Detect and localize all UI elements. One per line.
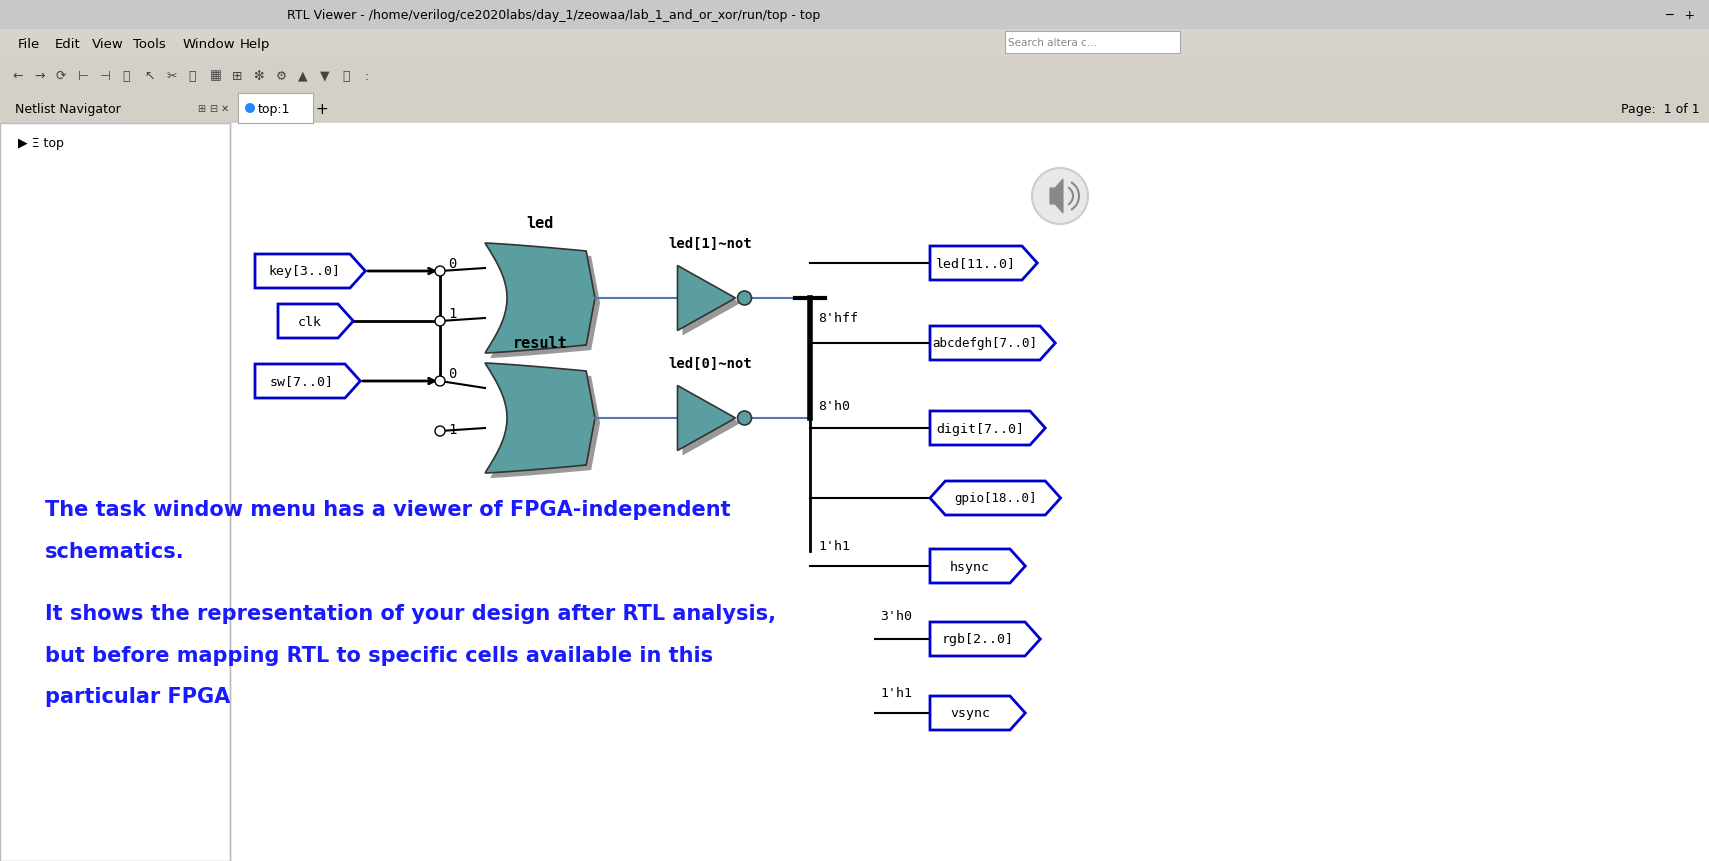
Text: clk: clk — [297, 315, 321, 328]
FancyBboxPatch shape — [0, 94, 1709, 124]
Text: digit[7..0]: digit[7..0] — [937, 422, 1024, 435]
Polygon shape — [255, 255, 366, 288]
FancyBboxPatch shape — [0, 57, 1709, 94]
Text: ▼: ▼ — [320, 70, 330, 83]
Text: 1'h1: 1'h1 — [819, 540, 849, 553]
Text: ▦: ▦ — [210, 70, 222, 83]
Circle shape — [436, 317, 444, 326]
Text: :: : — [364, 70, 367, 83]
Text: ⌖: ⌖ — [121, 70, 130, 83]
Text: ✕: ✕ — [220, 104, 229, 114]
Text: +: + — [316, 102, 328, 116]
Text: It shows the representation of your design after RTL analysis,: It shows the representation of your desi… — [44, 604, 776, 623]
Text: 8'h0: 8'h0 — [819, 400, 849, 413]
Text: ⎋: ⎋ — [342, 70, 350, 83]
FancyBboxPatch shape — [0, 124, 231, 861]
Polygon shape — [677, 386, 735, 451]
Circle shape — [436, 426, 444, 437]
Text: 1'h1: 1'h1 — [880, 687, 913, 700]
Text: gpio[18..0]: gpio[18..0] — [954, 492, 1037, 505]
Text: sw[7..0]: sw[7..0] — [270, 375, 333, 388]
Text: ⊟: ⊟ — [208, 104, 217, 114]
Text: View: View — [92, 38, 123, 51]
Text: led[1]~not: led[1]~not — [668, 237, 752, 251]
Polygon shape — [930, 412, 1046, 445]
Text: The task window menu has a viewer of FPGA-independent: The task window menu has a viewer of FPG… — [44, 499, 731, 519]
Text: ▶ Ξ top: ▶ Ξ top — [19, 138, 63, 151]
Text: result: result — [513, 336, 567, 350]
Text: but before mapping RTL to specific cells available in this: but before mapping RTL to specific cells… — [44, 645, 713, 666]
Text: 0: 0 — [448, 257, 456, 270]
Text: rgb[2..0]: rgb[2..0] — [942, 633, 1013, 646]
Polygon shape — [930, 481, 1061, 516]
Circle shape — [436, 376, 444, 387]
Polygon shape — [255, 364, 361, 399]
Circle shape — [244, 104, 255, 114]
Circle shape — [436, 267, 444, 276]
Text: Edit: Edit — [55, 38, 80, 51]
Text: ❇: ❇ — [255, 70, 265, 83]
Text: ⊞: ⊞ — [232, 70, 243, 83]
Text: ⊣: ⊣ — [101, 70, 111, 83]
Text: ←: ← — [12, 70, 22, 83]
Text: ✋: ✋ — [188, 70, 195, 83]
Circle shape — [738, 292, 752, 306]
FancyBboxPatch shape — [0, 0, 1709, 30]
Polygon shape — [682, 391, 740, 456]
Polygon shape — [682, 271, 740, 336]
Text: Help: Help — [239, 38, 270, 51]
Text: →: → — [34, 70, 44, 83]
Text: Search altera c...: Search altera c... — [1008, 38, 1097, 48]
Text: Netlist Navigator: Netlist Navigator — [15, 102, 121, 115]
Polygon shape — [930, 247, 1037, 281]
Text: led: led — [526, 216, 554, 231]
Text: ✂: ✂ — [166, 70, 176, 83]
Text: key[3..0]: key[3..0] — [268, 265, 340, 278]
Text: Tools: Tools — [133, 38, 166, 51]
Polygon shape — [1049, 180, 1063, 214]
Text: ⚙: ⚙ — [275, 70, 287, 83]
Text: hsync: hsync — [950, 560, 990, 573]
Text: 3'h0: 3'h0 — [880, 610, 913, 623]
Text: 1: 1 — [448, 307, 456, 320]
Text: schematics.: schematics. — [44, 542, 185, 561]
Text: RTL Viewer - /home/verilog/ce2020labs/day_1/zeowaa/lab_1_and_or_xor/run/top - to: RTL Viewer - /home/verilog/ce2020labs/da… — [287, 9, 820, 22]
Text: particular FPGA: particular FPGA — [44, 686, 231, 706]
Text: ▲: ▲ — [297, 70, 308, 83]
Text: 8'hff: 8'hff — [819, 313, 858, 325]
FancyBboxPatch shape — [1005, 32, 1179, 54]
Polygon shape — [490, 369, 600, 479]
FancyBboxPatch shape — [0, 124, 1709, 861]
Polygon shape — [485, 363, 595, 474]
Polygon shape — [485, 244, 595, 354]
FancyBboxPatch shape — [238, 94, 313, 124]
Text: File: File — [19, 38, 41, 51]
Polygon shape — [930, 623, 1041, 656]
FancyBboxPatch shape — [0, 30, 1709, 57]
Polygon shape — [279, 305, 354, 338]
Polygon shape — [930, 326, 1054, 361]
Circle shape — [1032, 169, 1089, 225]
Text: ⊞: ⊞ — [197, 104, 205, 114]
Circle shape — [738, 412, 752, 425]
Polygon shape — [490, 249, 600, 358]
Text: vsync: vsync — [950, 707, 990, 720]
Polygon shape — [930, 697, 1025, 730]
Text: Window: Window — [183, 38, 236, 51]
Text: led[11..0]: led[11..0] — [937, 257, 1015, 270]
Text: ⊢: ⊢ — [79, 70, 89, 83]
Polygon shape — [930, 549, 1025, 583]
Text: led[0]~not: led[0]~not — [668, 356, 752, 370]
Text: 1: 1 — [448, 423, 456, 437]
Text: top:1: top:1 — [258, 102, 291, 115]
Polygon shape — [677, 266, 735, 331]
Text: ↖: ↖ — [144, 70, 154, 83]
Text: 0: 0 — [448, 367, 456, 381]
Text: ⟳: ⟳ — [56, 70, 67, 83]
Text: ─   +: ─ + — [1665, 9, 1695, 22]
Text: Page:  1 of 1: Page: 1 of 1 — [1622, 102, 1700, 115]
Text: abcdefgh[7..0]: abcdefgh[7..0] — [933, 338, 1037, 350]
